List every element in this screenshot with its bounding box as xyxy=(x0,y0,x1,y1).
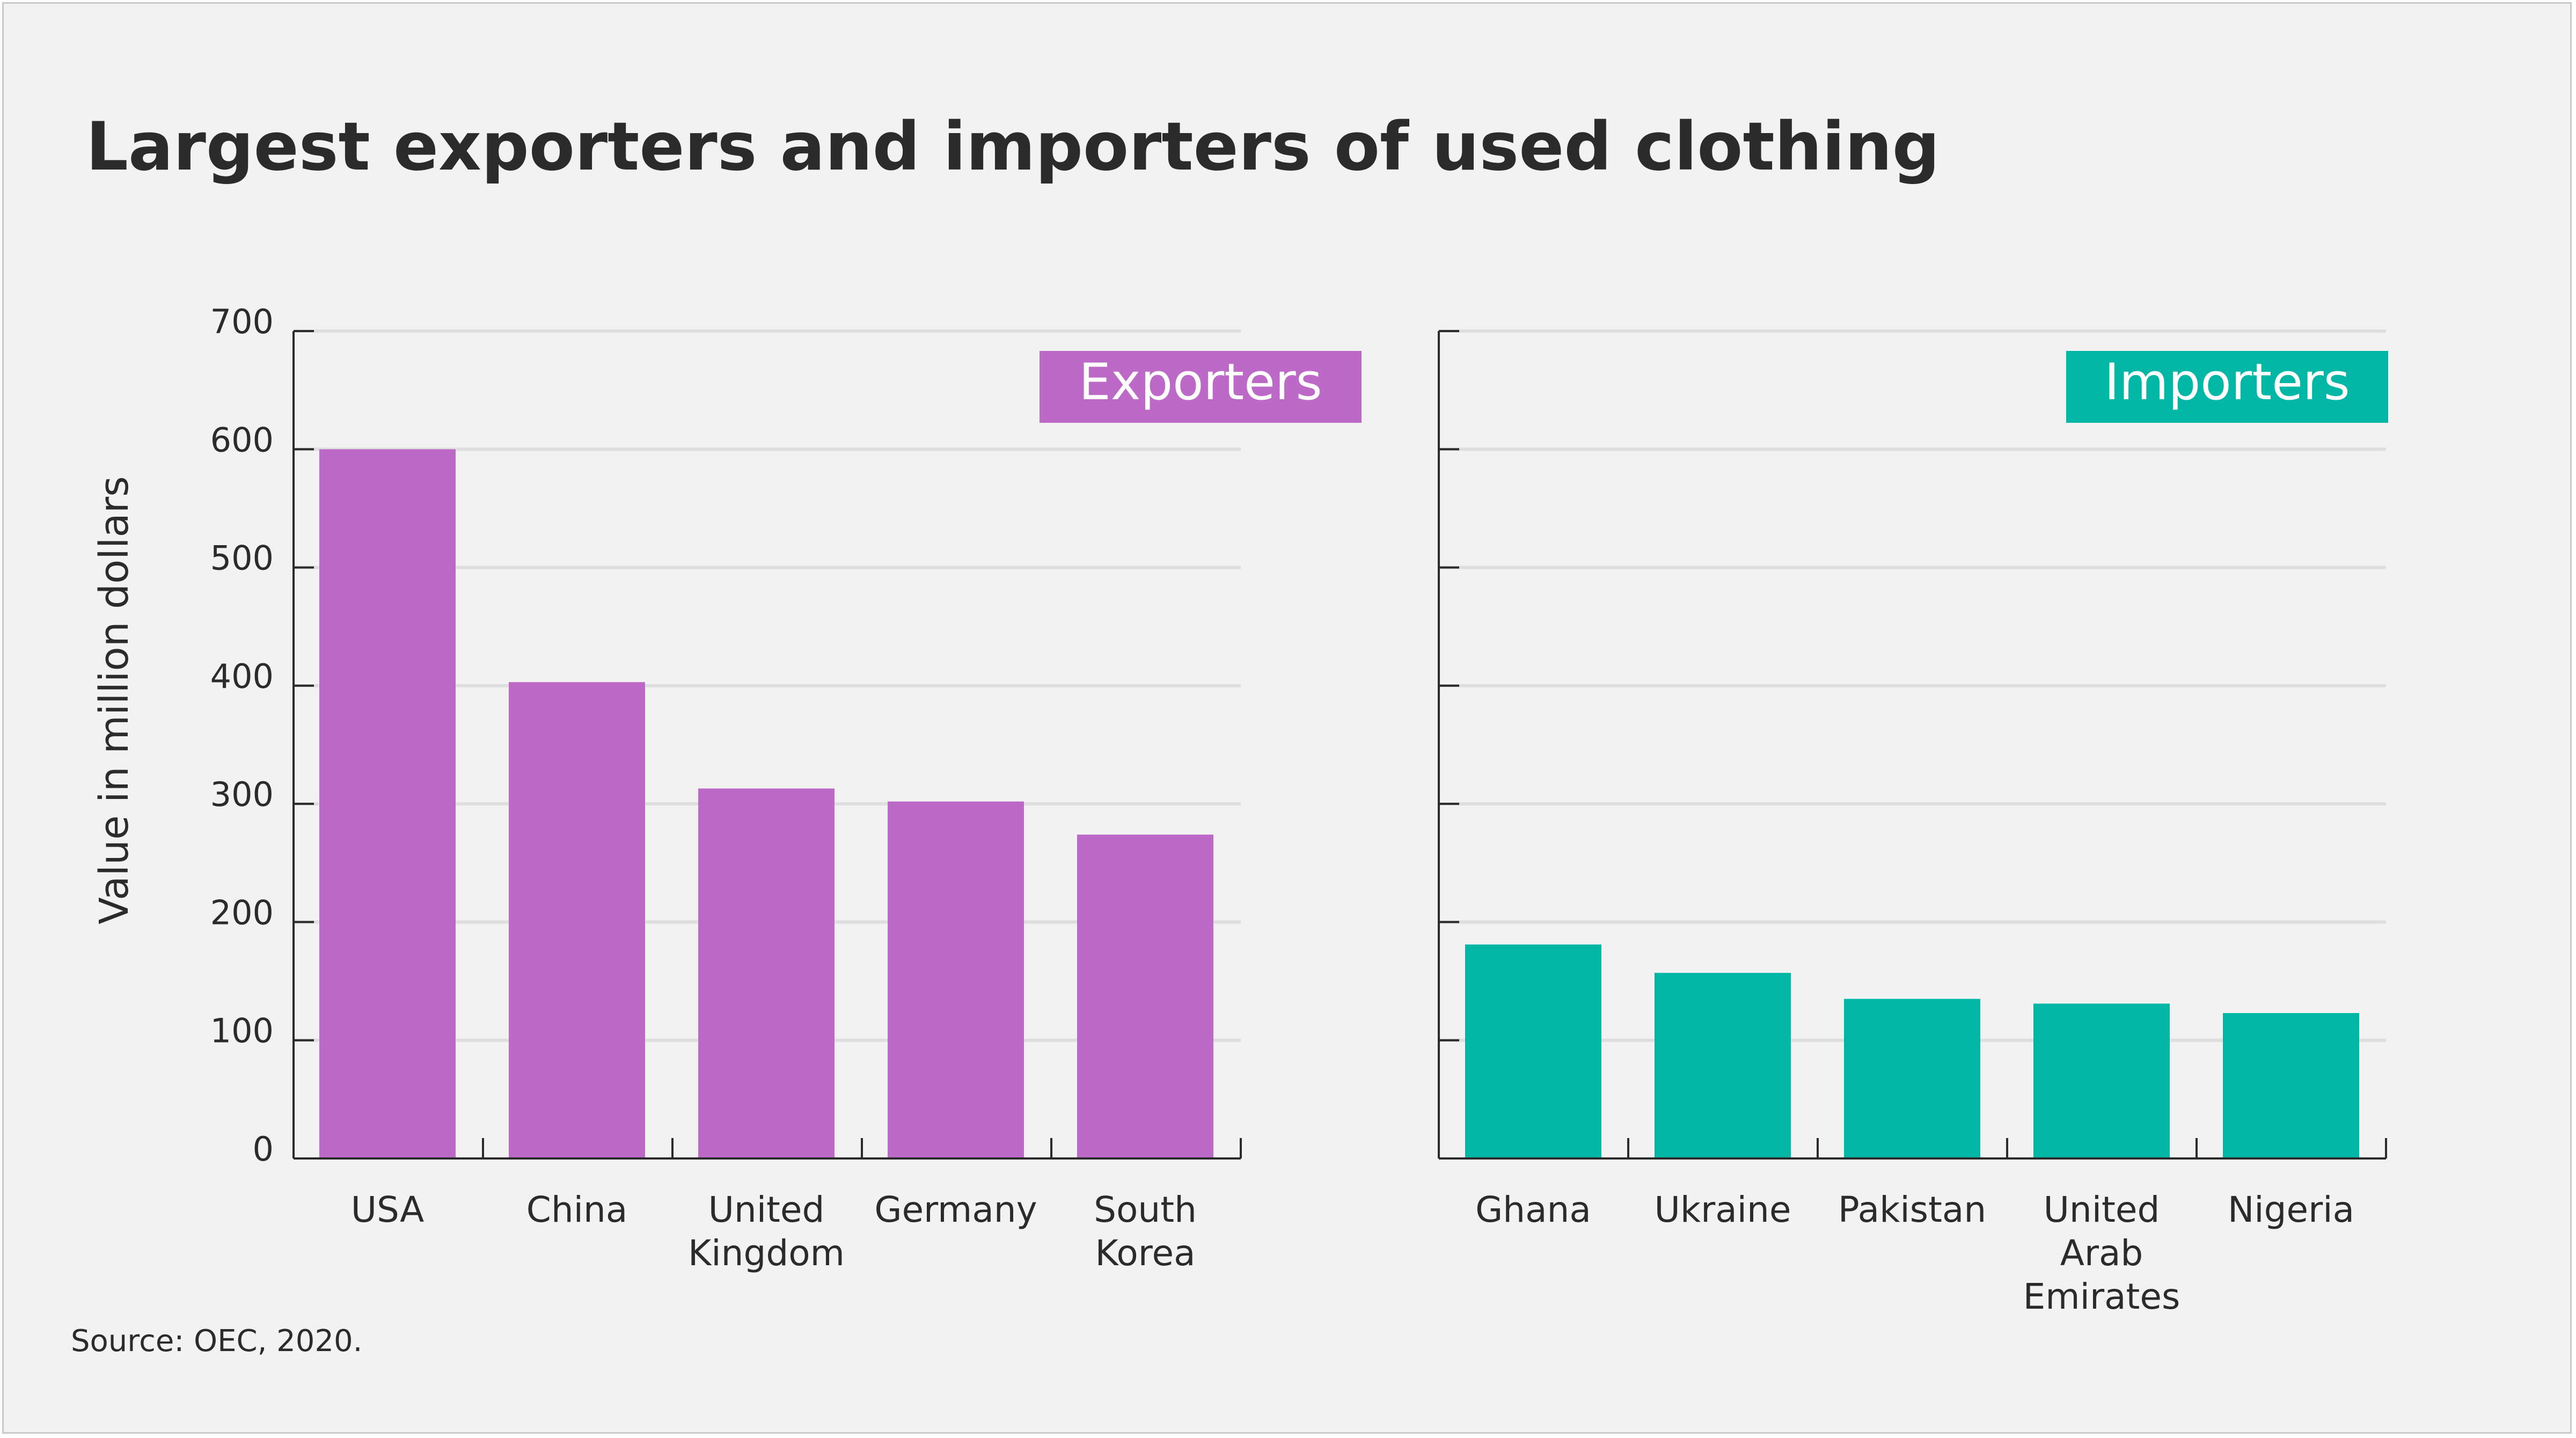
panel-importers: Ghana Ukraine Pakistan United Arab Emirates Ni… xyxy=(1438,329,2388,1317)
bar-usa xyxy=(319,449,456,1159)
y-tick-label: 700 xyxy=(210,302,274,341)
bar-pakistan xyxy=(1844,999,1980,1158)
y-tick-label: 0 xyxy=(253,1129,274,1169)
panel-title-box xyxy=(2066,351,2388,423)
y-tick-label: 300 xyxy=(210,775,274,814)
y-axis-label: Value in million dollars xyxy=(91,476,137,924)
y-tick-label: 500 xyxy=(210,539,274,578)
bar-china xyxy=(509,682,645,1158)
bar-united-kingdom xyxy=(698,788,835,1158)
y-tick-label: 100 xyxy=(210,1011,274,1051)
x-tick-label: Germany xyxy=(874,1189,1037,1230)
bar-ghana xyxy=(1465,944,1601,1158)
x-tick-label: Ukraine xyxy=(1655,1189,1791,1230)
panel-title: Exporters xyxy=(1079,353,1322,412)
x-tick-label: China xyxy=(526,1189,628,1230)
x-tick-label: United Arab Emirates xyxy=(2023,1189,2180,1317)
panel-title-box xyxy=(1040,351,1362,423)
x-tick-label: United Kingdom xyxy=(688,1189,845,1274)
x-tick-label: USA xyxy=(351,1189,425,1230)
panel-title: Importers xyxy=(2104,353,2350,412)
bar-south-korea xyxy=(1077,834,1213,1158)
panel-exporters: 0 100 200 300 400 500 600 700 USA China United King… xyxy=(210,302,1362,1274)
bar-nigeria xyxy=(2223,1013,2359,1158)
x-tick-label: Nigeria xyxy=(2228,1189,2354,1230)
x-tick-label: Pakistan xyxy=(1838,1189,1986,1230)
y-tick-label: 200 xyxy=(210,893,274,932)
chart-panels: 0 100 200 300 400 500 600 700 USA China United King… xyxy=(210,302,2388,1317)
source-note: Source: OEC, 2020. xyxy=(71,1324,362,1359)
bar-ukraine xyxy=(1655,973,1791,1158)
x-tick-label: South Korea xyxy=(1094,1189,1197,1274)
bar-united-arab-emirates xyxy=(2033,1003,2170,1158)
chart-title: Largest exporters and importers of used … xyxy=(86,108,1940,186)
x-tick-label: Ghana xyxy=(1475,1189,1591,1230)
bar-germany xyxy=(888,801,1024,1158)
y-tick-label: 400 xyxy=(210,657,274,696)
y-tick-label: 600 xyxy=(210,420,274,459)
